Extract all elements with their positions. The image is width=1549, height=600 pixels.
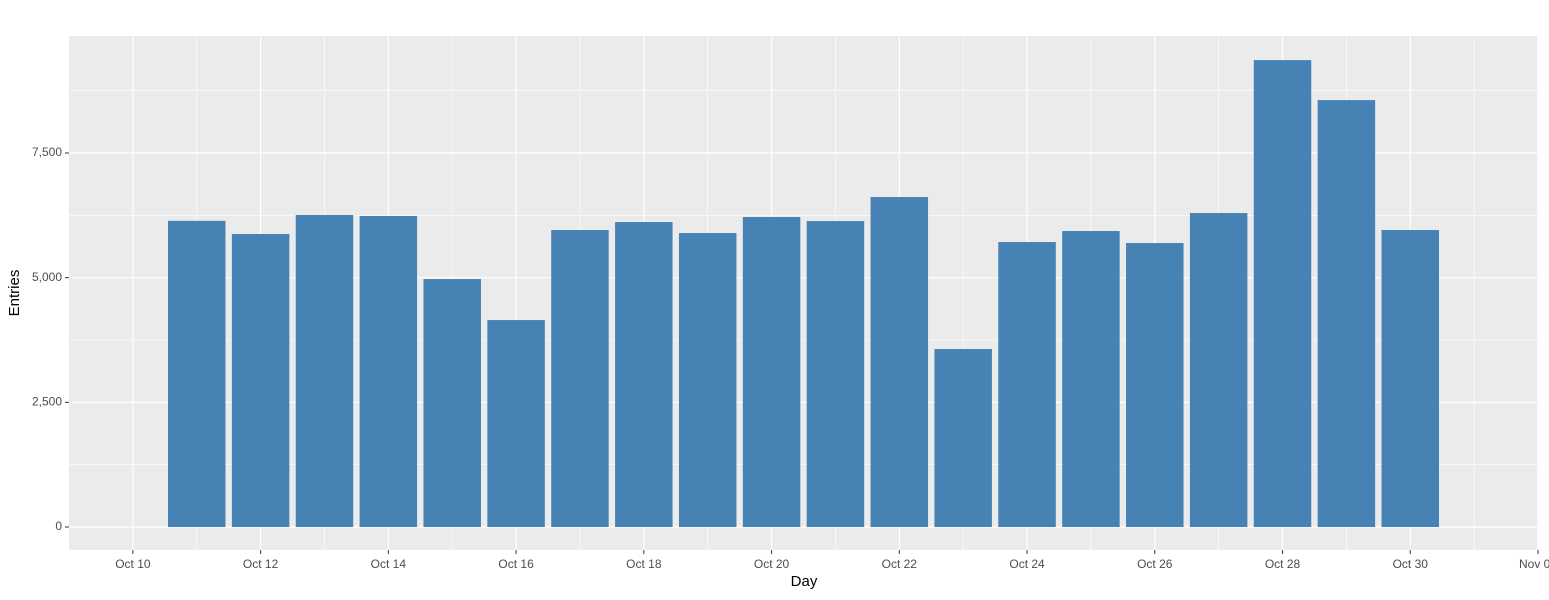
bar: [1189, 213, 1248, 528]
bar: [742, 217, 801, 528]
y-tick-label: 7,500: [32, 145, 62, 159]
x-axis-title: Day: [791, 573, 818, 590]
y-tick-label: 2,500: [32, 395, 62, 409]
bar: [295, 215, 354, 528]
bar: [423, 279, 481, 528]
bar: [359, 216, 418, 528]
x-tick-label: Oct 22: [882, 557, 918, 571]
bar: [615, 222, 673, 528]
x-tick-label: Oct 28: [1265, 557, 1301, 571]
bar: [551, 230, 609, 528]
bar: [870, 197, 929, 528]
bar: [806, 221, 865, 528]
x-tick-label: Oct 14: [371, 557, 407, 571]
bar: [167, 220, 226, 528]
bar: [1126, 243, 1184, 528]
bar: [231, 234, 290, 528]
x-tick-label: Oct 18: [626, 557, 662, 571]
bar: [1253, 60, 1312, 528]
x-tick-label: Oct 20: [754, 557, 790, 571]
x-tick-label: Oct 30: [1393, 557, 1429, 571]
bar: [487, 320, 545, 528]
bar: [1381, 230, 1440, 528]
x-tick-label: Oct 26: [1137, 557, 1173, 571]
bar: [1062, 231, 1120, 528]
x-tick-label: Oct 24: [1009, 557, 1045, 571]
y-tick-label: 5,000: [32, 270, 62, 284]
x-tick-label: Oct 16: [498, 557, 534, 571]
bar: [934, 349, 992, 528]
y-tick-label: 0: [55, 519, 62, 533]
x-tick-label: Oct 12: [243, 557, 279, 571]
bar: [678, 233, 737, 528]
x-tick-label: Nov 01: [1519, 557, 1549, 571]
bar: [998, 242, 1056, 528]
bar: [1317, 100, 1376, 528]
x-tick-label: Oct 10: [115, 557, 151, 571]
y-axis-title: Entries: [6, 270, 23, 317]
